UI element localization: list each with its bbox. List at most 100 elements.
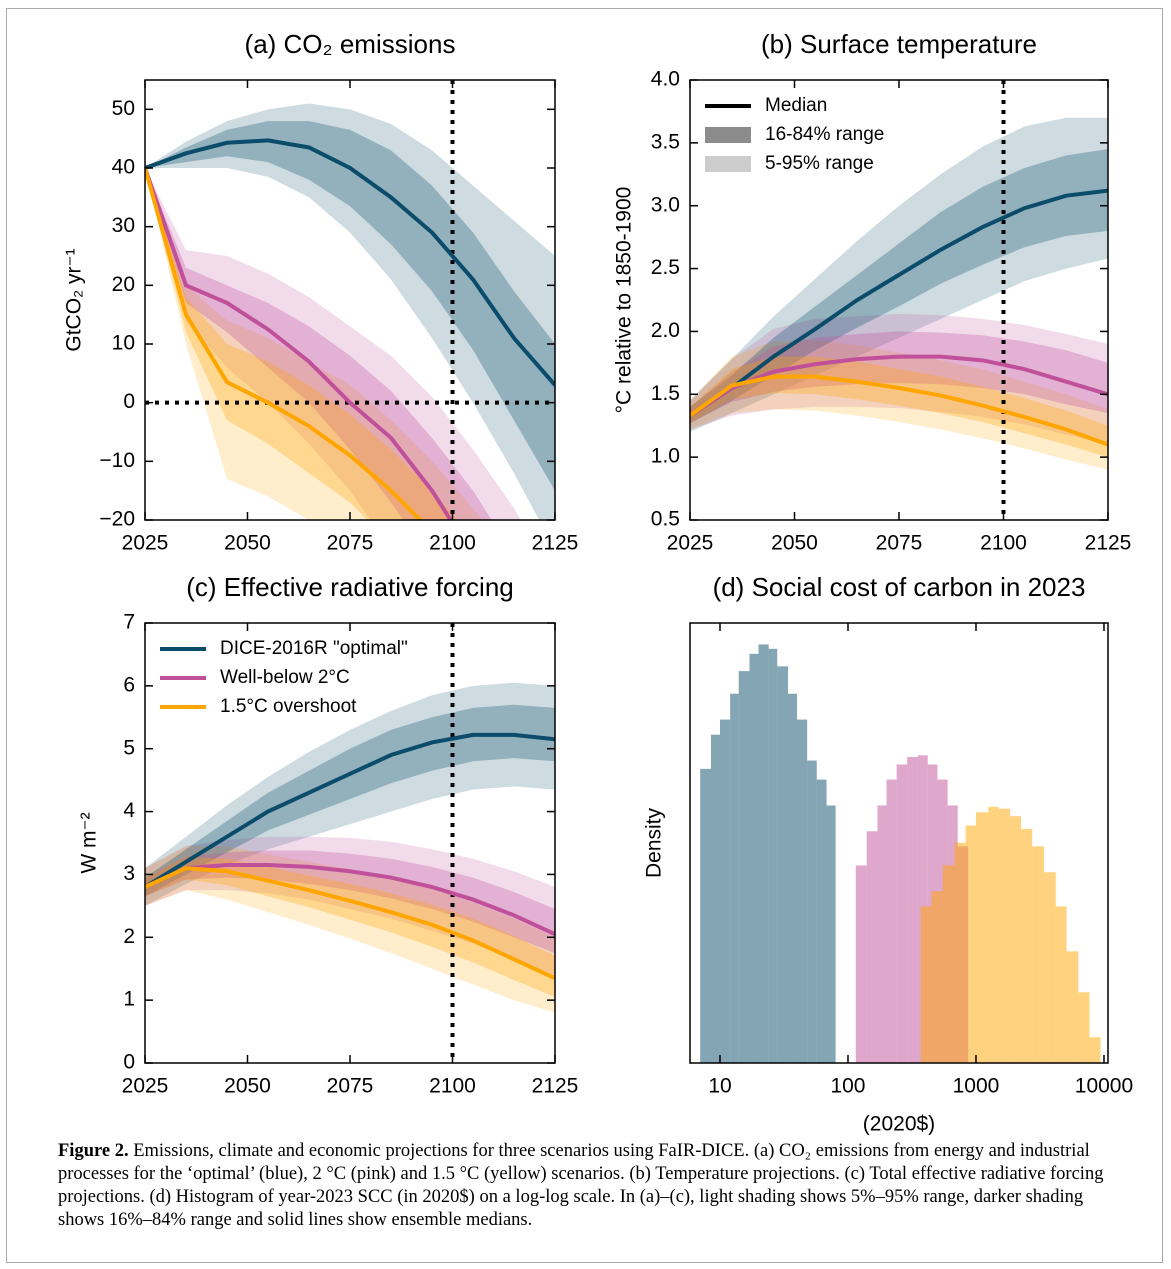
x-tick-label: 2050 xyxy=(771,532,818,555)
y-axis-label: °C relative to 1850-1900 xyxy=(613,187,636,414)
histogram-bar xyxy=(931,891,943,1063)
histogram-bar xyxy=(877,805,887,1063)
x-tick-label: 2025 xyxy=(122,532,169,555)
median-line xyxy=(690,354,1108,418)
y-tick-label: 7 xyxy=(123,611,135,634)
x-tick-label: 1000 xyxy=(953,1075,1000,1098)
y-tick-label: 20 xyxy=(112,273,135,296)
histogram-bar xyxy=(816,779,827,1063)
range-band xyxy=(145,836,555,975)
median-line xyxy=(145,167,454,520)
legend-swatch xyxy=(705,127,751,143)
y-tick-label: 0.5 xyxy=(651,508,680,531)
plot-area xyxy=(700,644,1101,1063)
x-tick-label: 2100 xyxy=(980,532,1027,555)
y-tick-label: 0 xyxy=(123,390,135,413)
median-line xyxy=(145,167,424,520)
y-tick-label: 1.5 xyxy=(651,382,680,405)
histogram-bar xyxy=(954,842,966,1063)
y-tick-label: 40 xyxy=(112,156,135,179)
histogram-bar xyxy=(866,831,878,1063)
histogram-bar xyxy=(886,779,897,1063)
x-tick-label: 2025 xyxy=(667,532,714,555)
histogram-bar xyxy=(1044,872,1056,1063)
caption-text: Emissions, climate and economic projecti… xyxy=(58,1141,1104,1230)
y-axis-label: GtCO₂ yr⁻¹ xyxy=(63,248,86,351)
histogram-bar xyxy=(1078,992,1090,1063)
histogram-bar xyxy=(797,719,808,1063)
x-tick-label: 2125 xyxy=(1085,532,1132,555)
x-tick-label: 2125 xyxy=(532,1075,579,1098)
y-tick-label: −10 xyxy=(99,449,135,472)
y-axis-label: W m⁻² xyxy=(78,812,101,873)
x-tick-label: 2025 xyxy=(122,1075,169,1098)
x-tick-label: 10000 xyxy=(1075,1075,1133,1098)
histogram-bar xyxy=(1010,816,1022,1063)
histogram-bar xyxy=(749,653,759,1063)
legend-label: 16-84% range xyxy=(765,124,884,145)
y-tick-label: 6 xyxy=(123,673,135,696)
x-tick-label: 2075 xyxy=(327,532,374,555)
histogram-bar xyxy=(758,644,769,1063)
histogram-bar xyxy=(975,812,989,1063)
median-line xyxy=(145,732,555,889)
histogram-bar xyxy=(730,693,739,1063)
histogram-bar xyxy=(965,825,976,1063)
y-tick-label: 3.0 xyxy=(651,193,680,216)
axes-frame xyxy=(689,622,1109,1064)
caption-label: Figure 2. xyxy=(58,1141,129,1161)
median-line xyxy=(690,188,1108,418)
histogram-bar xyxy=(942,865,955,1063)
y-tick-label: 3 xyxy=(123,862,135,885)
range-band xyxy=(145,103,555,520)
plot-area xyxy=(145,80,555,520)
panel-title: (b) Surface temperature xyxy=(761,29,1037,59)
panel-title: (c) Effective radiative forcing xyxy=(186,572,514,602)
histogram-bar xyxy=(807,760,817,1063)
y-tick-label: 5 xyxy=(123,736,135,759)
legend-label: DICE-2016R "optimal" xyxy=(220,638,408,659)
y-tick-label: 10 xyxy=(112,332,135,355)
range-band xyxy=(145,846,555,1013)
range-band xyxy=(690,340,1108,470)
range-band xyxy=(690,331,1108,424)
histogram-bar xyxy=(719,719,731,1063)
legend-swatch xyxy=(705,156,751,172)
legend-label: 1.5°C overshoot xyxy=(220,696,357,717)
y-tick-label: 2.5 xyxy=(651,256,680,279)
median-line xyxy=(145,863,555,936)
x-tick-label: 2125 xyxy=(532,532,579,555)
histogram-bar xyxy=(738,671,750,1063)
histogram-bar xyxy=(855,865,867,1063)
x-axis-label: (2020$) xyxy=(863,1113,935,1135)
x-tick-label: 2100 xyxy=(429,1075,476,1098)
x-tick-label: 2100 xyxy=(429,532,476,555)
histogram-bar xyxy=(1089,1037,1101,1063)
median-line xyxy=(145,866,555,980)
range-band xyxy=(145,856,555,997)
y-tick-label: 3.5 xyxy=(651,130,680,153)
range-band xyxy=(145,168,483,520)
y-tick-label: 4.0 xyxy=(651,68,680,91)
caption: Figure 2. Emissions, climate and economi… xyxy=(58,1140,1123,1232)
y-tick-label: 1 xyxy=(123,988,135,1011)
histogram-bar xyxy=(768,648,778,1063)
histogram-bar xyxy=(788,693,798,1063)
histogram-bar xyxy=(988,806,999,1063)
histogram-bar xyxy=(777,666,789,1063)
histogram-bar xyxy=(700,768,711,1063)
panel-title: (d) Social cost of carbon in 2023 xyxy=(713,572,1086,602)
y-tick-label: 2 xyxy=(123,925,135,948)
y-axis-label: Density xyxy=(643,807,666,878)
legend-label: 5-95% range xyxy=(765,153,874,174)
histogram-bar xyxy=(826,805,836,1063)
range-band xyxy=(145,168,521,520)
legend-label: Well-below 2°C xyxy=(220,667,350,688)
histogram-bar xyxy=(710,734,720,1063)
y-tick-label: 4 xyxy=(123,799,135,822)
median-line xyxy=(145,138,555,387)
range-band xyxy=(690,356,1108,458)
x-tick-label: 2075 xyxy=(327,1075,374,1098)
